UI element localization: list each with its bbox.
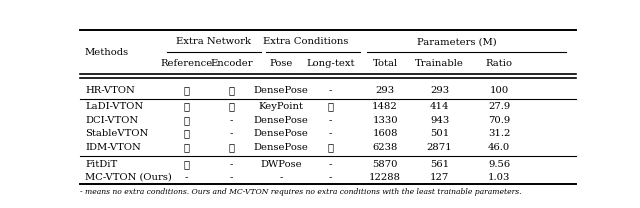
Text: -: - (329, 129, 332, 138)
Text: DCI-VTON: DCI-VTON (85, 116, 138, 125)
Text: -: - (329, 86, 332, 95)
Text: -: - (230, 173, 233, 182)
Text: -: - (185, 173, 188, 182)
Text: 127: 127 (430, 173, 449, 182)
Text: 293: 293 (430, 86, 449, 95)
Text: Extra Network: Extra Network (177, 37, 252, 46)
Text: 31.2: 31.2 (488, 129, 510, 138)
Text: -: - (329, 116, 332, 125)
Text: ✓: ✓ (228, 86, 234, 95)
Text: DWPose: DWPose (260, 160, 301, 169)
Text: MC-VTON (Ours): MC-VTON (Ours) (85, 173, 172, 182)
Text: ✓: ✓ (184, 129, 189, 138)
Text: ✓: ✓ (184, 116, 189, 125)
Text: -: - (329, 160, 332, 169)
Text: ✓: ✓ (184, 143, 189, 152)
Text: 1482: 1482 (372, 102, 398, 111)
Text: 27.9: 27.9 (488, 102, 510, 111)
Text: -: - (230, 116, 233, 125)
Text: Encoder: Encoder (210, 59, 253, 68)
Text: 1330: 1330 (372, 116, 398, 125)
Text: DensePose: DensePose (253, 86, 308, 95)
Text: Methods: Methods (85, 48, 129, 57)
Text: DensePose: DensePose (253, 116, 308, 125)
Text: Ratio: Ratio (486, 59, 513, 68)
Text: Reference: Reference (161, 59, 212, 68)
Text: -: - (230, 129, 233, 138)
Text: FitDiT: FitDiT (85, 160, 117, 169)
Text: -: - (329, 173, 332, 182)
Text: Pose: Pose (269, 59, 292, 68)
Text: ✓: ✓ (228, 102, 234, 111)
Text: HR-VTON: HR-VTON (85, 86, 134, 95)
Text: IDM-VTON: IDM-VTON (85, 143, 141, 152)
Text: DensePose: DensePose (253, 143, 308, 152)
Text: ✓: ✓ (328, 102, 333, 111)
Text: 70.9: 70.9 (488, 116, 510, 125)
Text: ✓: ✓ (184, 86, 189, 95)
Text: -: - (279, 173, 283, 182)
Text: 12288: 12288 (369, 173, 401, 182)
Text: ✓: ✓ (184, 160, 189, 169)
Text: Total: Total (372, 59, 397, 68)
Text: Parameters (M): Parameters (M) (417, 37, 497, 46)
Text: Extra Conditions: Extra Conditions (263, 37, 348, 46)
Text: - means no extra conditions. Ours and MC-VTON requires no extra conditions with : - means no extra conditions. Ours and MC… (80, 188, 522, 196)
Text: ✓: ✓ (328, 143, 333, 152)
Text: 5870: 5870 (372, 160, 398, 169)
Text: Long-text: Long-text (306, 59, 355, 68)
Text: 943: 943 (430, 116, 449, 125)
Text: ✓: ✓ (184, 102, 189, 111)
Text: Trainable: Trainable (415, 59, 464, 68)
Text: DensePose: DensePose (253, 129, 308, 138)
Text: 2871: 2871 (427, 143, 452, 152)
Text: KeyPoint: KeyPoint (259, 102, 303, 111)
Text: ✓: ✓ (228, 143, 234, 152)
Text: -: - (230, 160, 233, 169)
Text: 9.56: 9.56 (488, 160, 510, 169)
Text: 46.0: 46.0 (488, 143, 510, 152)
Text: 6238: 6238 (372, 143, 397, 152)
Text: 293: 293 (376, 86, 395, 95)
Text: 1.03: 1.03 (488, 173, 510, 182)
Text: 1608: 1608 (372, 129, 398, 138)
Text: 100: 100 (490, 86, 509, 95)
Text: 501: 501 (430, 129, 449, 138)
Text: StableVTON: StableVTON (85, 129, 148, 138)
Text: LaDI-VTON: LaDI-VTON (85, 102, 143, 111)
Text: 561: 561 (430, 160, 449, 169)
Text: 414: 414 (430, 102, 449, 111)
